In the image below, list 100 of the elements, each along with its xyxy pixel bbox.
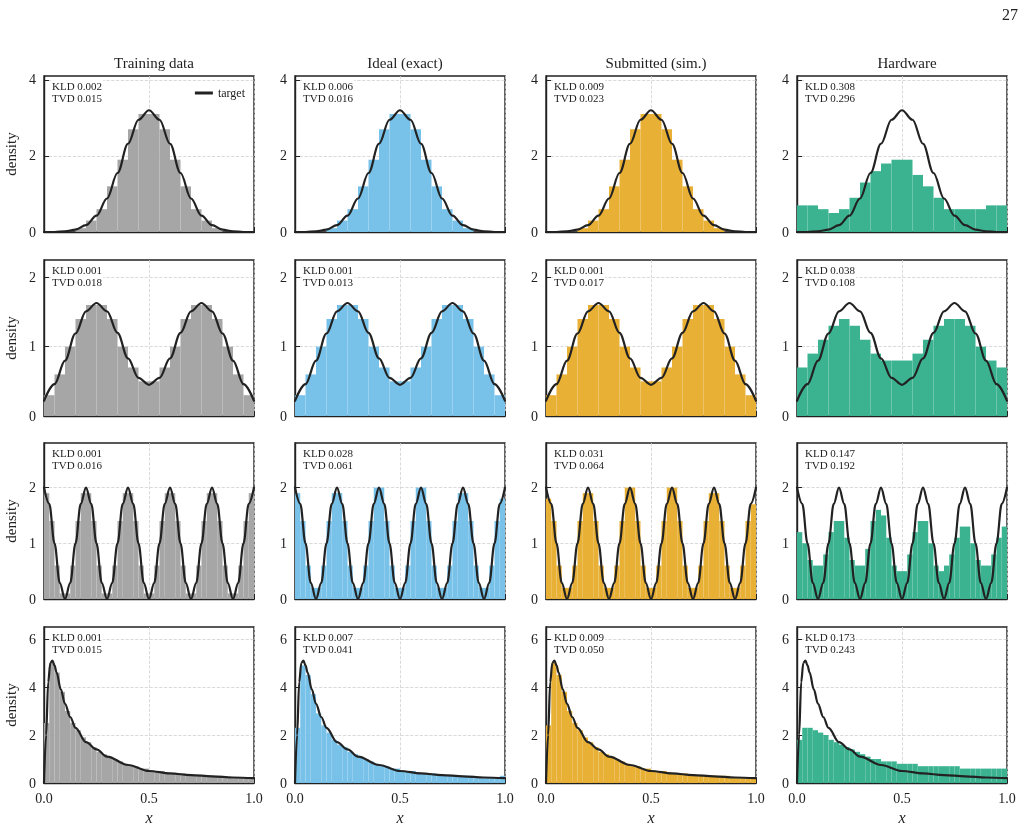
y-tick-label: 0 <box>531 408 538 424</box>
annotation: TVD 0.296 <box>805 91 856 104</box>
annotation: KLD 0.006 <box>303 79 354 92</box>
x-tick-label: 1.0 <box>245 790 263 806</box>
y-tick-label: 1 <box>531 339 538 355</box>
annotation: TVD 0.061 <box>303 458 354 471</box>
annotation: KLD 0.308 <box>805 79 856 92</box>
y-tick-label: 1 <box>29 339 36 355</box>
annotation: TVD 0.108 <box>805 275 856 288</box>
y-tick-label: 0 <box>280 224 287 240</box>
x-tick-label: 0.0 <box>35 790 53 806</box>
annotation: TVD 0.015 <box>52 91 103 104</box>
y-tick-label: 1 <box>280 339 287 355</box>
annotation: KLD 0.009 <box>554 630 605 643</box>
annotation: KLD 0.028 <box>303 446 354 459</box>
y-tick-label: 2 <box>531 727 538 743</box>
y-tick-label: 4 <box>782 72 789 88</box>
y-tick-label: 6 <box>280 631 287 647</box>
y-tick-label: 2 <box>280 148 287 164</box>
annotation: KLD 0.001 <box>52 263 103 276</box>
x-tick-label: 0.5 <box>642 790 660 806</box>
chart-title: Hardware <box>877 54 937 71</box>
y-tick-label: 0 <box>29 775 36 791</box>
x-tick-label: 0.0 <box>788 790 806 806</box>
chart-title: Ideal (exact) <box>367 54 443 72</box>
annotation: TVD 0.016 <box>303 91 354 104</box>
x-tick-label: 1.0 <box>998 790 1016 806</box>
annotation: TVD 0.023 <box>554 91 605 104</box>
y-tick-label: 2 <box>782 269 789 285</box>
y-tick-label: 4 <box>280 72 287 88</box>
y-axis-title: density <box>2 315 19 360</box>
annotation: TVD 0.017 <box>554 275 605 288</box>
y-tick-label: 2 <box>782 480 789 496</box>
text: 27 <box>1002 6 1018 24</box>
y-tick-label: 2 <box>29 727 36 743</box>
y-tick-label: 4 <box>280 679 287 695</box>
annotation: TVD 0.064 <box>554 458 605 471</box>
y-tick-label: 0 <box>280 775 287 791</box>
y-tick-label: 4 <box>531 72 538 88</box>
annotation: KLD 0.001 <box>52 630 103 643</box>
annotation: TVD 0.013 <box>303 275 354 288</box>
y-tick-label: 6 <box>531 631 538 647</box>
y-tick-label: 4 <box>782 679 789 695</box>
annotation: KLD 0.001 <box>52 446 103 459</box>
y-tick-label: 0 <box>782 591 789 607</box>
y-tick-label: 4 <box>531 679 538 695</box>
y-tick-label: 1 <box>280 535 287 551</box>
y-tick-label: 0 <box>280 591 287 607</box>
y-tick-label: 6 <box>29 631 36 647</box>
annotation: KLD 0.031 <box>554 446 605 459</box>
y-tick-label: 0 <box>531 775 538 791</box>
y-tick-label: 2 <box>531 148 538 164</box>
annotation: TVD 0.050 <box>554 642 605 655</box>
annotation: TVD 0.015 <box>52 642 103 655</box>
y-tick-label: 1 <box>782 339 789 355</box>
annotation: KLD 0.147 <box>805 446 856 459</box>
y-tick-label: 4 <box>29 679 36 695</box>
y-tick-label: 0 <box>29 408 36 424</box>
x-tick-label: 0.5 <box>893 790 911 806</box>
y-axis-title: density <box>2 682 19 727</box>
x-tick-label: 0.0 <box>286 790 304 806</box>
chart-title: Training data <box>114 54 195 71</box>
annotation: KLD 0.001 <box>303 263 354 276</box>
y-tick-label: 2 <box>29 148 36 164</box>
y-tick-label: 2 <box>531 480 538 496</box>
y-tick-label: 0 <box>280 408 287 424</box>
y-tick-label: 1 <box>782 535 789 551</box>
annotation: TVD 0.041 <box>303 642 354 655</box>
y-axis-title: density <box>2 131 19 176</box>
x-tick-label: 0.5 <box>140 790 158 806</box>
y-tick-label: 2 <box>280 269 287 285</box>
annotation: KLD 0.173 <box>805 630 856 643</box>
y-tick-label: 0 <box>29 224 36 240</box>
chart-title: Submitted (sim.) <box>605 54 707 72</box>
x-tick-label: 0.5 <box>391 790 409 806</box>
y-tick-label: 2 <box>782 727 789 743</box>
y-tick-label: 2 <box>280 727 287 743</box>
x-tick-label: 0.0 <box>537 790 555 806</box>
y-tick-label: 2 <box>782 148 789 164</box>
y-axis-title: density <box>2 498 19 543</box>
y-tick-label: 0 <box>531 224 538 240</box>
y-tick-label: 0 <box>782 224 789 240</box>
y-tick-label: 6 <box>782 631 789 647</box>
x-axis-title: x <box>395 809 404 827</box>
y-tick-label: 1 <box>531 535 538 551</box>
y-tick-label: 0 <box>782 775 789 791</box>
annotation: KLD 0.038 <box>805 263 856 276</box>
annotation: KLD 0.009 <box>554 79 605 92</box>
y-tick-label: 2 <box>531 269 538 285</box>
annotation: TVD 0.016 <box>52 458 103 471</box>
y-tick-label: 0 <box>531 591 538 607</box>
x-tick-label: 1.0 <box>496 790 514 806</box>
legend-label: target <box>217 86 246 100</box>
annotation: KLD 0.007 <box>303 630 354 643</box>
x-axis-title: x <box>897 809 906 827</box>
annotation: KLD 0.002 <box>52 79 103 92</box>
x-tick-label: 1.0 <box>747 790 765 806</box>
annotation: TVD 0.192 <box>805 458 856 471</box>
y-tick-label: 2 <box>280 480 287 496</box>
y-tick-label: 1 <box>29 535 36 551</box>
